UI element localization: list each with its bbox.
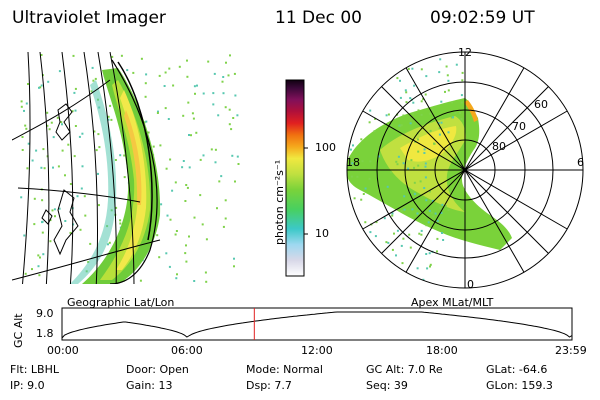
glat-readout: GLat: -64.6	[486, 363, 548, 376]
orbit-ytick-1.8: 1.8	[36, 327, 54, 340]
seq-readout: Seq: 39	[366, 379, 408, 392]
gc-alt-readout: GC Alt: 7.0 Re	[366, 363, 443, 376]
dsp-readout: Dsp: 7.7	[246, 379, 292, 392]
mlat-label-80: 80	[492, 140, 506, 153]
instrument-title: Ultraviolet Imager	[12, 8, 166, 28]
gain-readout: Gain: 13	[126, 379, 173, 392]
date-label: 11 Dec 00	[275, 8, 362, 28]
time-label: 09:02:59 UT	[430, 8, 535, 28]
mlt-label-6: 6	[577, 156, 584, 169]
orbit-altitude-plot	[61, 307, 573, 341]
orbit-axis-label: GC Alt	[12, 313, 25, 348]
ip-readout: IP: 9.0	[10, 379, 45, 392]
mlt-label-18: 18	[346, 156, 360, 169]
colorbar-unit-label: photon cm⁻²s⁻¹	[273, 159, 286, 245]
orbit-xtick-00: 00:00	[47, 344, 79, 357]
geo-panel-caption: Geographic Lat/Lon	[67, 296, 175, 309]
polar-plot	[346, 51, 584, 289]
mlat-label-60: 60	[534, 98, 548, 111]
colorbar-tick-10: 10	[315, 227, 329, 240]
mlat-label-70: 70	[512, 120, 526, 133]
orbit-xtick-18: 18:00	[426, 344, 458, 357]
orbit-xtick-06: 06:00	[171, 344, 203, 357]
orbit-xtick-2359: 23:59	[555, 344, 587, 357]
polar-panel-caption: Apex MLat/MLT	[411, 296, 494, 309]
door-readout: Door: Open	[126, 363, 189, 376]
mode-readout: Mode: Normal	[246, 363, 323, 376]
mlt-label-12: 12	[458, 46, 472, 59]
orbit-ytick-9: 9.0	[36, 307, 54, 320]
colorbar-tick-100: 100	[315, 141, 336, 154]
intensity-colorbar	[285, 79, 308, 277]
orbit-xtick-12: 12:00	[301, 344, 333, 357]
glon-readout: GLon: 159.3	[486, 379, 553, 392]
mlt-label-0: 0	[467, 278, 474, 291]
filter-readout: Flt: LBHL	[10, 363, 59, 376]
geographic-image	[12, 52, 240, 284]
